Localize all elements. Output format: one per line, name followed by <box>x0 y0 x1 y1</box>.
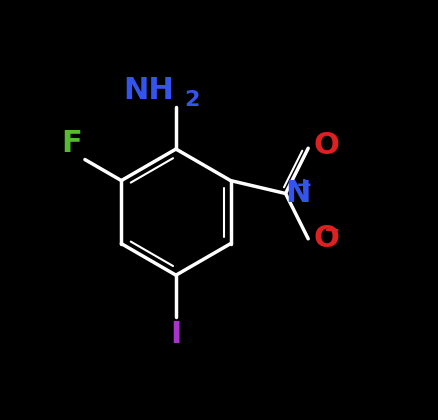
Text: F: F <box>61 129 82 158</box>
Text: N: N <box>286 179 311 208</box>
Text: −: − <box>324 221 341 240</box>
Text: 2: 2 <box>184 90 200 110</box>
Text: O: O <box>313 131 339 160</box>
Text: +: + <box>296 176 313 195</box>
Text: NH: NH <box>124 76 174 105</box>
Text: O: O <box>313 224 339 253</box>
Text: I: I <box>170 320 182 349</box>
